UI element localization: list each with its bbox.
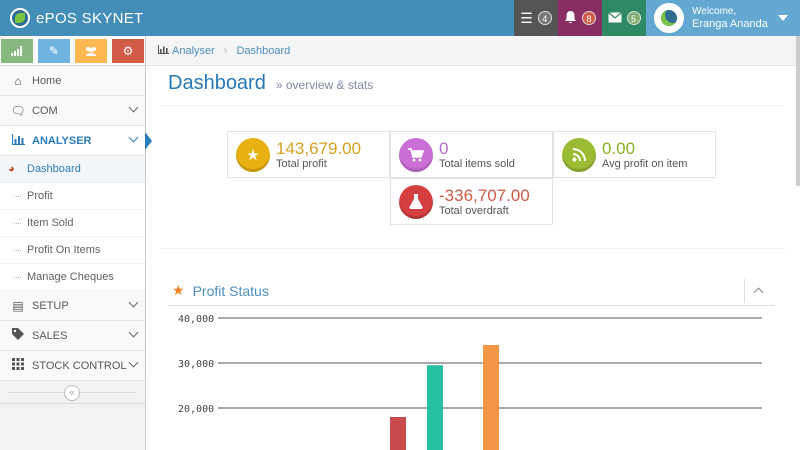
stat-avg-profit: 0.00 Avg profit on item xyxy=(553,131,716,178)
widget-collapse-button[interactable] xyxy=(744,279,774,303)
stat-value: 0.00 xyxy=(602,139,636,158)
sidebar-item-label: COM xyxy=(32,104,58,117)
notifications-button[interactable]: 8 xyxy=(558,0,602,36)
page-header: Dashboard » overview & stats xyxy=(160,72,785,106)
sidebar-item-sales[interactable]: SALES xyxy=(0,321,145,351)
chevron-down-icon xyxy=(128,357,139,368)
sidebar-item-analyser[interactable]: ANALYSER xyxy=(0,126,145,156)
sidebar-item-label: SETUP xyxy=(32,299,69,312)
caret-down-icon xyxy=(778,15,788,21)
messages-button[interactable]: 5 xyxy=(602,0,646,36)
breadcrumb: Analyser › Dashboard xyxy=(146,36,800,66)
stat-label: Total overdraft xyxy=(439,205,509,217)
bar-chart-icon xyxy=(158,44,169,57)
stat-label: Total profit xyxy=(276,158,327,170)
submenu-item-label: Item Sold xyxy=(27,217,74,229)
user-name: Eranga Ananda xyxy=(692,18,768,30)
users-icon[interactable] xyxy=(75,38,107,63)
sidebar: ✎ ⚙ ⌂ Home 🗨 COM ANALYSER ◕ Dashboard Pr… xyxy=(0,36,146,450)
submenu-item-label: Profit On Items xyxy=(27,244,101,256)
comments-icon: 🗨 xyxy=(10,103,26,118)
stat-value: 143,679.00 xyxy=(276,139,362,158)
sidebar-item-label: SALES xyxy=(32,329,68,342)
grid-icon xyxy=(10,358,26,373)
user-menu[interactable]: Welcome, Eranga Ananda xyxy=(646,0,800,36)
notifications-badge: 8 xyxy=(582,11,596,25)
submenu-item-item-sold[interactable]: Item Sold xyxy=(0,210,145,237)
divider xyxy=(160,248,785,249)
chevron-down-icon xyxy=(128,297,139,308)
breadcrumb-current: Dashboard xyxy=(236,44,291,57)
sidebar-item-stock-control[interactable]: STOCK CONTROL xyxy=(0,351,145,381)
rss-icon xyxy=(562,137,596,172)
collapse-icon[interactable]: « xyxy=(64,385,80,401)
home-icon: ⌂ xyxy=(14,73,22,88)
tasks-button[interactable]: ☰ 4 xyxy=(514,0,558,36)
stat-total-profit: ★ 143,679.00 Total profit xyxy=(227,131,390,178)
stat-total-overdraft: -336,707.00 Total overdraft xyxy=(390,178,553,225)
welcome-text: Welcome, xyxy=(692,6,737,17)
sidebar-collapse: « xyxy=(0,382,145,404)
analyser-submenu: ◕ Dashboard Profit Item Sold Profit On I… xyxy=(0,156,145,291)
y-tick-label: 20,000 xyxy=(178,404,214,415)
page-subtitle: » overview & stats xyxy=(275,78,374,92)
cogs-icon[interactable]: ⚙ xyxy=(112,38,144,63)
widget-header: ★ Profit Status xyxy=(168,276,774,306)
stat-value: 0 xyxy=(439,139,449,158)
sidebar-item-label: ANALYSER xyxy=(32,134,92,147)
cart-icon xyxy=(399,137,433,172)
messages-badge: 5 xyxy=(626,11,641,25)
submenu-item-label: Profit xyxy=(27,190,53,202)
chart-bar[interactable] xyxy=(483,345,499,450)
sidebar-item-label: Home xyxy=(32,74,62,87)
top-navbar: ePOS SKYNET ☰ 4 8 5 Welcome, Eranga Anan… xyxy=(0,0,800,36)
sidebar-shortcuts: ✎ ⚙ xyxy=(0,36,145,66)
star-icon: ★ xyxy=(172,282,185,298)
y-tick-label: 40,000 xyxy=(178,314,214,325)
submenu-item-dashboard[interactable]: ◕ Dashboard xyxy=(0,156,145,183)
submenu-item-label: Dashboard xyxy=(27,163,81,175)
submenu-item-label: Manage Cheques xyxy=(27,271,114,283)
tasks-icon: ☰ xyxy=(520,9,533,26)
tags-icon xyxy=(10,328,26,343)
sidebar-item-label: STOCK CONTROL xyxy=(32,359,127,372)
chevron-up-icon xyxy=(753,287,764,298)
submenu-item-profit[interactable]: Profit xyxy=(0,183,145,210)
dashboard-icon: ◕ xyxy=(8,163,15,175)
chevron-down-icon xyxy=(128,132,139,143)
y-tick-label: 30,000 xyxy=(178,359,214,370)
chevron-down-icon xyxy=(128,327,139,338)
scrollbar[interactable] xyxy=(796,36,800,186)
stat-label: Total items sold xyxy=(439,158,515,170)
stat-label: Avg profit on item xyxy=(602,158,688,170)
chart-bar[interactable] xyxy=(390,417,406,450)
setup-icon: ▤ xyxy=(12,298,24,313)
chevron-down-icon xyxy=(128,102,139,113)
tasks-badge: 4 xyxy=(537,11,552,25)
page-title: Dashboard xyxy=(168,72,266,94)
envelope-icon xyxy=(607,10,622,26)
chart-bar[interactable] xyxy=(427,365,443,450)
stat-value: -336,707.00 xyxy=(439,186,530,205)
sidebar-item-setup[interactable]: ▤ SETUP xyxy=(0,291,145,321)
sidebar-item-com[interactable]: 🗨 COM xyxy=(0,96,145,126)
breadcrumb-separator: › xyxy=(223,44,228,57)
star-icon: ★ xyxy=(236,137,270,172)
chart-icon[interactable] xyxy=(1,38,33,63)
submenu-item-profit-on-items[interactable]: Profit On Items xyxy=(0,237,145,264)
brand[interactable]: ePOS SKYNET xyxy=(10,0,144,36)
widget-title: Profit Status xyxy=(192,282,269,299)
breadcrumb-link-analyser[interactable]: Analyser xyxy=(172,44,215,57)
bell-icon xyxy=(564,10,577,27)
bar-chart-icon xyxy=(10,133,26,148)
flask-icon xyxy=(399,184,433,219)
avatar xyxy=(654,3,684,33)
logo-icon xyxy=(10,8,30,28)
submenu-item-manage-cheques[interactable]: Manage Cheques xyxy=(0,264,145,291)
sidebar-item-home[interactable]: ⌂ Home xyxy=(0,66,145,96)
pencil-icon[interactable]: ✎ xyxy=(38,38,70,63)
stat-total-items-sold: 0 Total items sold xyxy=(390,131,553,178)
brand-name: ePOS SKYNET xyxy=(36,9,144,27)
